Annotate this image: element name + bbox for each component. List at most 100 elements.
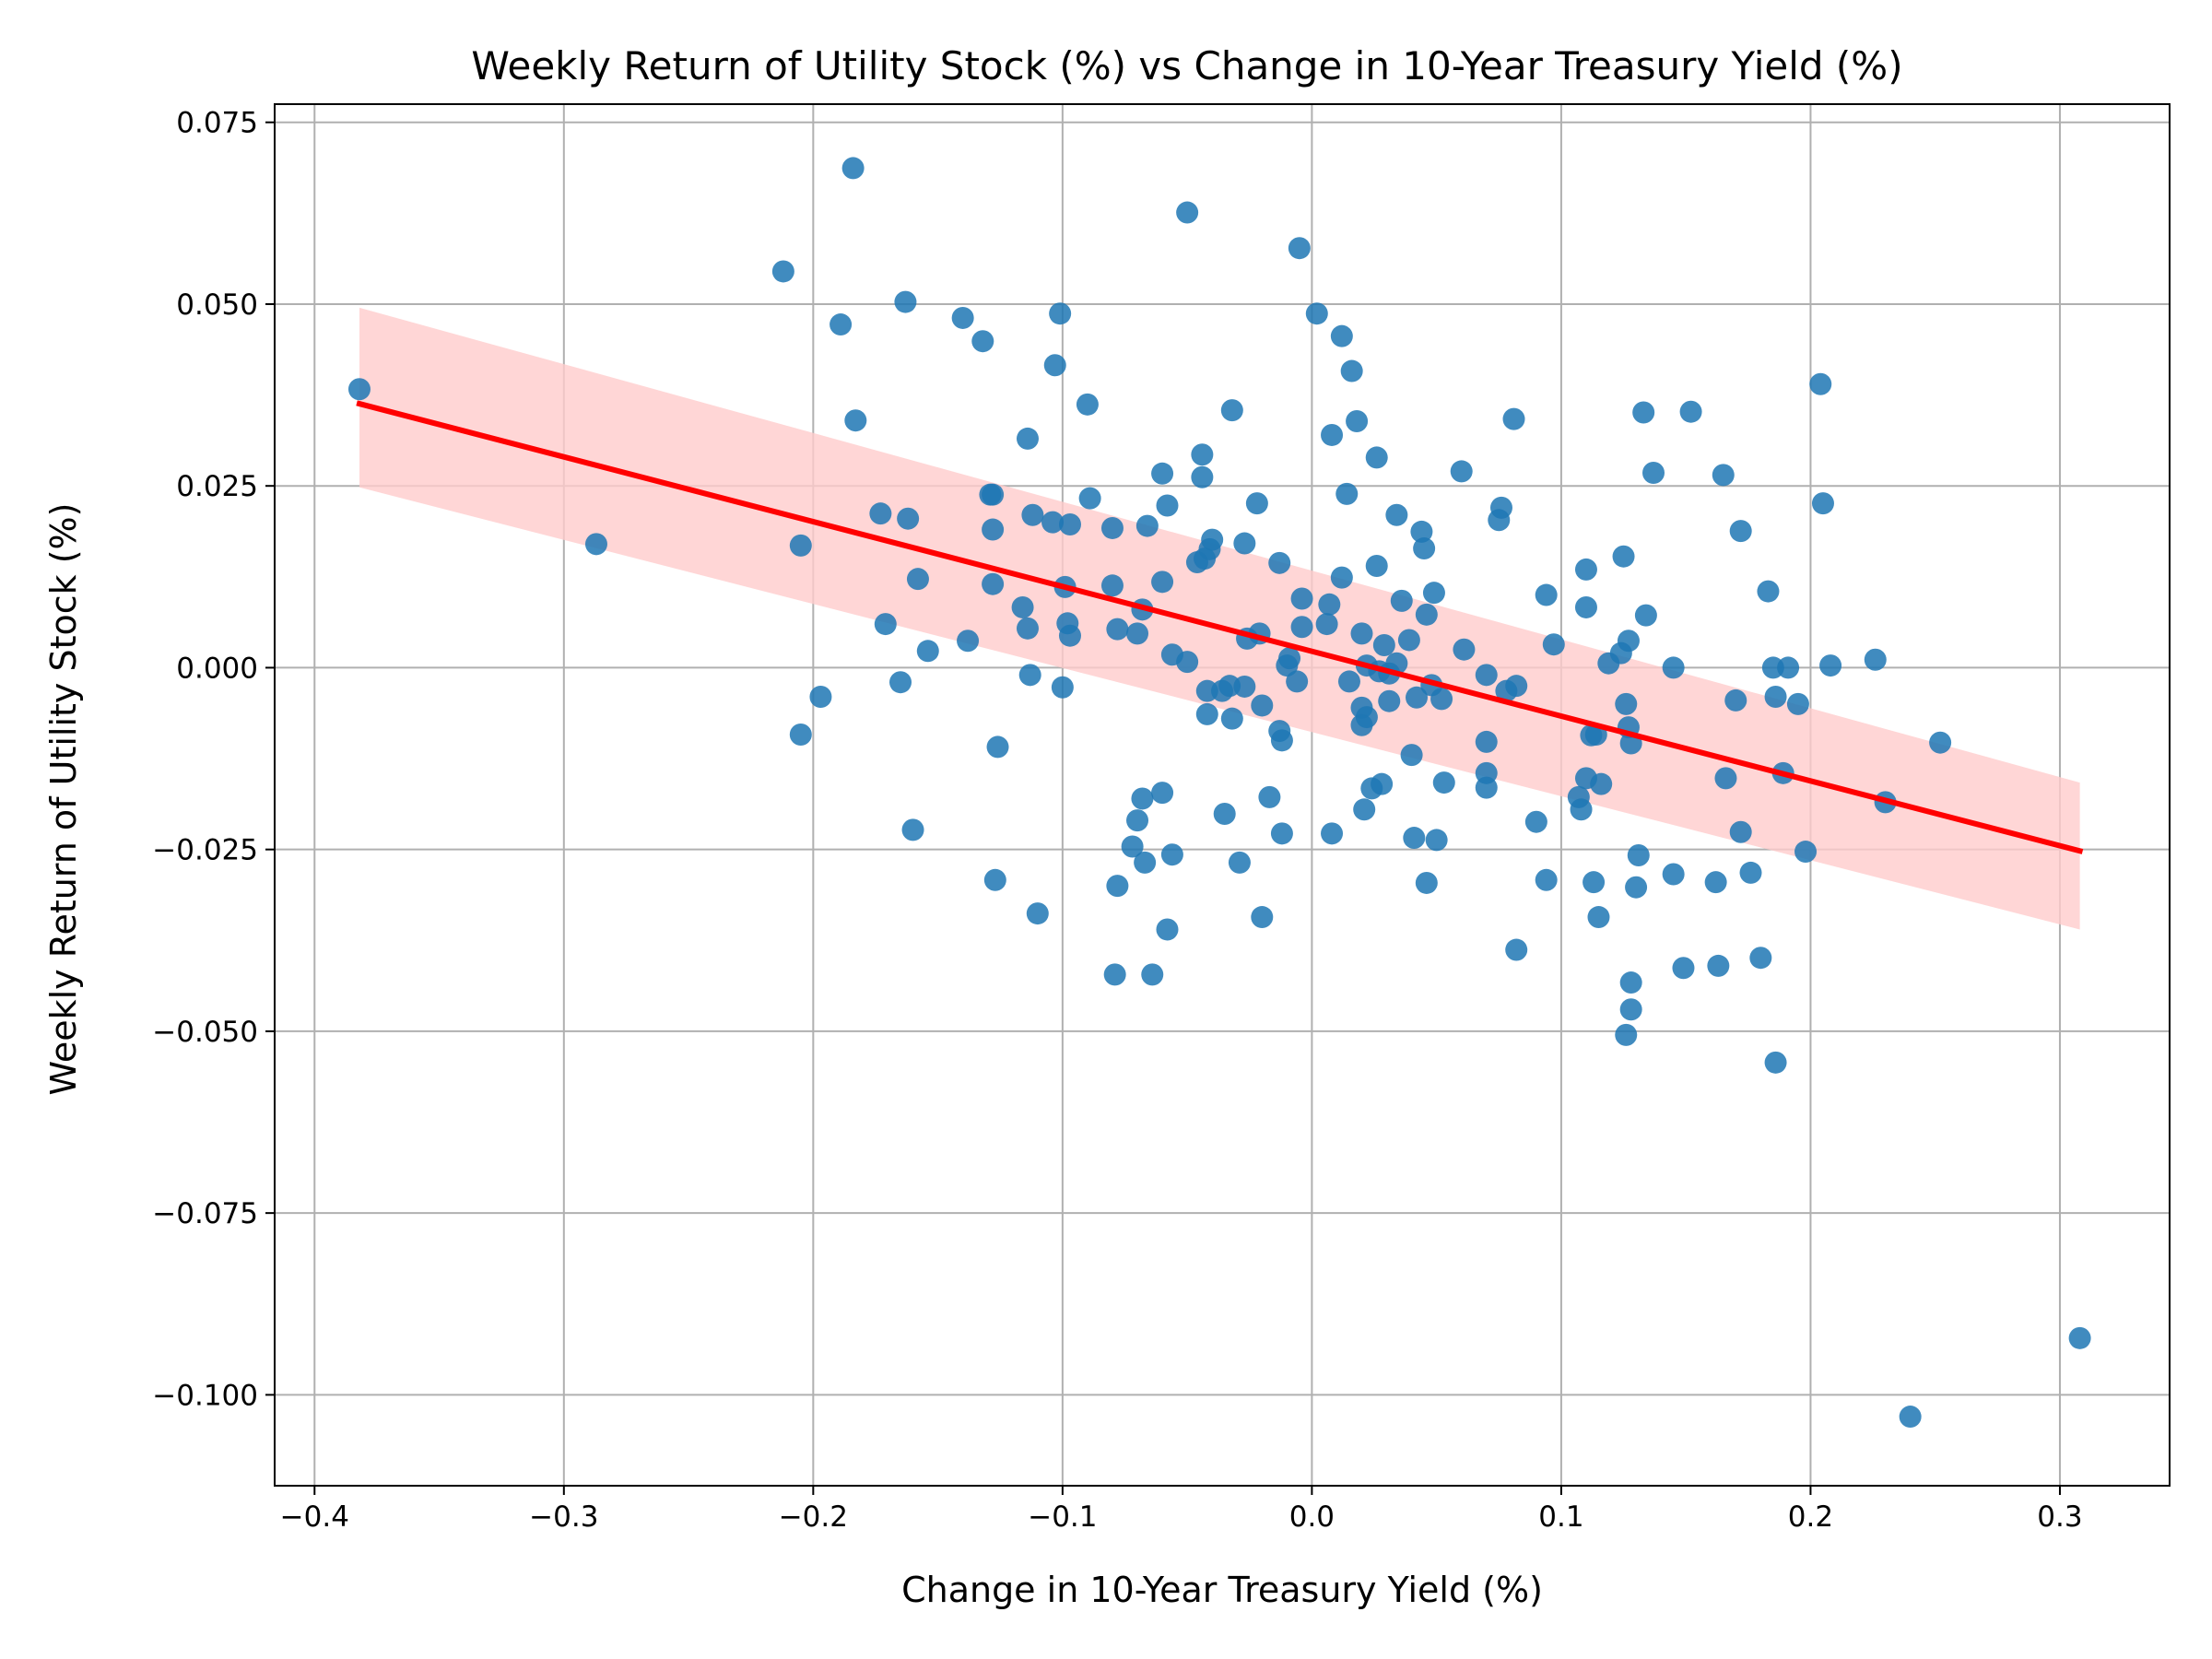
data-point [1662, 863, 1685, 886]
data-point [1385, 652, 1408, 675]
data-point [1757, 580, 1780, 603]
data-point [897, 507, 920, 530]
data-point [1729, 520, 1752, 543]
data-point [1415, 603, 1438, 626]
data-point [1233, 532, 1256, 555]
data-point [986, 735, 1009, 759]
data-point [1195, 702, 1218, 725]
x-tick-label: 0.2 [1788, 1500, 1833, 1534]
data-point [1505, 675, 1528, 698]
data-point [1106, 618, 1129, 641]
data-point [1106, 875, 1129, 898]
data-point [1574, 595, 1597, 618]
data-point [1542, 633, 1565, 656]
data-point [1251, 694, 1274, 717]
data-point [1305, 302, 1328, 325]
data-point [1176, 651, 1199, 674]
data-point [1228, 851, 1251, 874]
data-point [1321, 423, 1344, 446]
data-point [1929, 731, 1952, 754]
data-point [1864, 648, 1887, 671]
data-point [901, 818, 924, 841]
data-point [1156, 494, 1179, 517]
data-point [584, 533, 607, 556]
data-point [971, 330, 994, 353]
data-point [1570, 798, 1593, 821]
data-point [1049, 302, 1072, 325]
data-point [1058, 513, 1081, 536]
confidence-band [359, 307, 2080, 930]
data-point [1583, 871, 1606, 894]
data-point [1270, 729, 1293, 752]
data-point [982, 483, 1005, 506]
data-point [1794, 841, 1818, 864]
data-point [1051, 676, 1074, 699]
regression-line [356, 400, 2084, 854]
data-point [1016, 617, 1039, 640]
data-point [1191, 465, 1214, 488]
data-point [1749, 947, 1772, 970]
data-point [916, 640, 939, 663]
data-point [1156, 918, 1179, 941]
data-point [1627, 843, 1650, 866]
data-point [1724, 688, 1747, 712]
x-tick-label: 0.1 [1538, 1500, 1583, 1534]
data-point [1642, 461, 1665, 484]
data-point [1126, 622, 1149, 645]
data-point [906, 568, 929, 591]
data-point [982, 518, 1005, 541]
data-point [841, 157, 865, 180]
data-point [1672, 957, 1695, 980]
data-point [1764, 1051, 1787, 1074]
data-point [1011, 595, 1034, 618]
data-point [894, 290, 917, 313]
data-point [1290, 616, 1313, 639]
data-point [957, 629, 980, 653]
data-point [1245, 492, 1268, 515]
data-point [1330, 566, 1353, 589]
data-point [1251, 906, 1274, 929]
y-tick-label: −0.025 [152, 834, 258, 867]
x-tick-label: 0.0 [1289, 1500, 1335, 1534]
y-axis: 0.075 0.050 0.025 0.000 −0.025 −0.050 −0.075 −0… [152, 107, 275, 1412]
data-point [1233, 675, 1256, 698]
data-point [1430, 688, 1453, 711]
data-point [789, 534, 812, 557]
data-point [1270, 822, 1293, 845]
data-point [1176, 201, 1199, 224]
data-point [1078, 487, 1101, 510]
data-point [1365, 446, 1388, 469]
data-point [1679, 400, 1702, 423]
x-tick-label: −0.2 [779, 1500, 848, 1534]
x-tick-label: −0.1 [1028, 1500, 1097, 1534]
data-point [1103, 963, 1126, 986]
data-point [2068, 1326, 2091, 1349]
data-point [1365, 554, 1388, 577]
data-point [1739, 861, 1762, 884]
data-point [1406, 686, 1429, 709]
data-point [1809, 372, 1832, 395]
data-point [1475, 664, 1498, 687]
data-point [1100, 574, 1124, 597]
data-point [1220, 707, 1243, 730]
data-point [1811, 492, 1834, 515]
data-point [1191, 443, 1214, 466]
data-point [1502, 407, 1525, 430]
data-point [951, 306, 974, 329]
data-point [1714, 767, 1737, 790]
data-point [1712, 464, 1735, 487]
data-point [1619, 998, 1642, 1021]
y-tick-label: 0.075 [176, 107, 258, 140]
data-point [1450, 460, 1473, 483]
data-point [1151, 571, 1174, 594]
data-point [1355, 706, 1378, 729]
data-point [1615, 1023, 1638, 1046]
data-point [874, 613, 897, 636]
data-point [1041, 511, 1065, 534]
x-axis-label: Change in 10-Year Treasury Yield (%) [901, 1570, 1543, 1610]
data-point [1151, 782, 1174, 805]
data-point [1777, 656, 1800, 679]
y-tick-label: 0.025 [176, 470, 258, 503]
data-point [1286, 670, 1309, 693]
data-point [1704, 871, 1727, 894]
